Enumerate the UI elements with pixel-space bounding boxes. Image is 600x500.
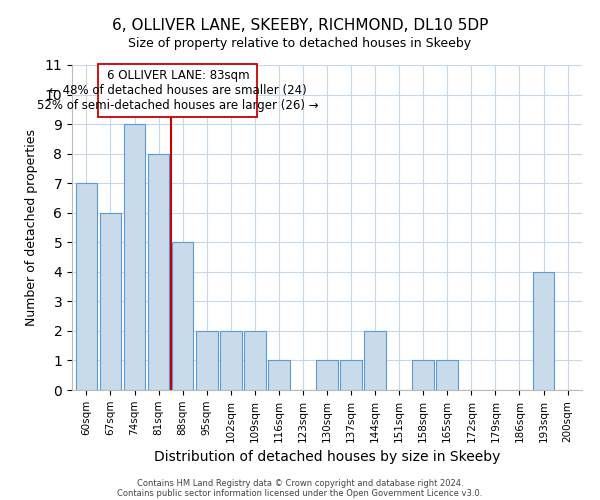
Bar xyxy=(340,360,362,390)
Bar xyxy=(316,360,338,390)
Bar xyxy=(412,360,434,390)
Bar xyxy=(148,154,169,390)
Text: 6 OLLIVER LANE: 83sqm: 6 OLLIVER LANE: 83sqm xyxy=(107,68,249,82)
Bar xyxy=(124,124,145,390)
Bar xyxy=(364,331,386,390)
Bar xyxy=(220,331,242,390)
Bar xyxy=(268,360,290,390)
Bar xyxy=(172,242,193,390)
Text: Contains public sector information licensed under the Open Government Licence v3: Contains public sector information licen… xyxy=(118,488,482,498)
Text: Size of property relative to detached houses in Skeeby: Size of property relative to detached ho… xyxy=(128,38,472,51)
Text: 6, OLLIVER LANE, SKEEBY, RICHMOND, DL10 5DP: 6, OLLIVER LANE, SKEEBY, RICHMOND, DL10 … xyxy=(112,18,488,32)
Y-axis label: Number of detached properties: Number of detached properties xyxy=(25,129,38,326)
Text: Contains HM Land Registry data © Crown copyright and database right 2024.: Contains HM Land Registry data © Crown c… xyxy=(137,478,463,488)
Bar xyxy=(100,212,121,390)
Bar xyxy=(436,360,458,390)
Text: 52% of semi-detached houses are larger (26) →: 52% of semi-detached houses are larger (… xyxy=(37,98,319,112)
FancyBboxPatch shape xyxy=(98,64,257,116)
Bar xyxy=(244,331,266,390)
Bar xyxy=(76,183,97,390)
Text: ← 48% of detached houses are smaller (24): ← 48% of detached houses are smaller (24… xyxy=(49,84,307,96)
X-axis label: Distribution of detached houses by size in Skeeby: Distribution of detached houses by size … xyxy=(154,450,500,464)
Bar xyxy=(196,331,218,390)
Bar xyxy=(533,272,554,390)
